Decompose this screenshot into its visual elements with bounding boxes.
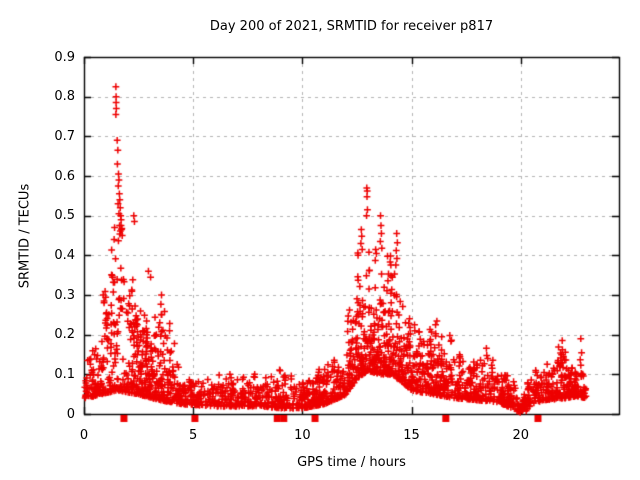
y-tick-label: 0.6 <box>54 168 75 184</box>
x-tick-label: 15 <box>403 428 420 443</box>
x-tick-label: 5 <box>189 428 198 443</box>
y-tick-label: 0.8 <box>54 89 75 105</box>
y-tick-label: 0.2 <box>54 327 75 343</box>
y-tick-label: 0.9 <box>54 49 75 65</box>
y-tick-label: 0.4 <box>54 247 75 263</box>
y-tick-label: 0 <box>66 406 75 422</box>
chart-title: Day 200 of 2021, SRMTID for receiver p81… <box>209 19 494 34</box>
x-tick-label: 20 <box>512 428 529 443</box>
x-axis-label: GPS time / hours <box>297 455 406 470</box>
y-tick-label: 0.5 <box>54 208 75 224</box>
y-tick-label: 0.7 <box>54 128 75 144</box>
y-tick-label: 0.1 <box>54 366 75 382</box>
x-tick-label: 0 <box>79 428 89 443</box>
x-tick-label: 10 <box>294 428 311 443</box>
y-axis-label: SRMTID / TECUs <box>17 183 33 289</box>
y-tick-label: 0.3 <box>54 287 75 303</box>
